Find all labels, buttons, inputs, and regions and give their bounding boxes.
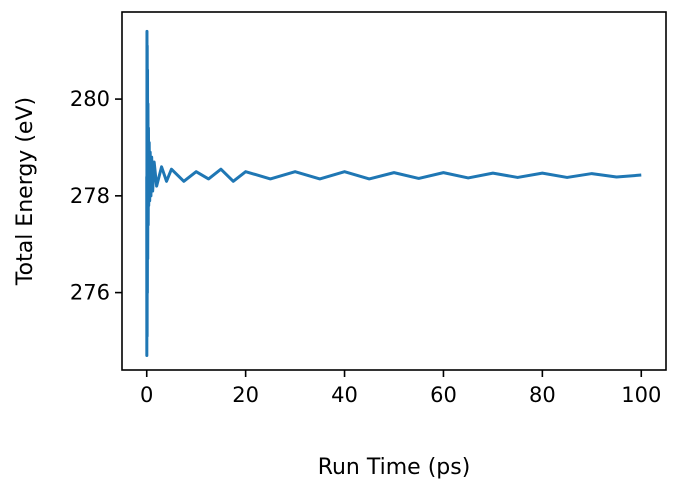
x-tick-label: 80 bbox=[529, 383, 556, 407]
y-tick-label: 280 bbox=[70, 87, 110, 111]
x-tick-label: 100 bbox=[621, 383, 661, 407]
y-axis-label: Total Energy (eV) bbox=[13, 97, 38, 286]
x-tick-label: 40 bbox=[331, 383, 358, 407]
series-layer bbox=[145, 29, 642, 357]
x-tick-label: 0 bbox=[140, 383, 153, 407]
x-tick-label: 60 bbox=[430, 383, 457, 407]
plot-frame bbox=[121, 11, 667, 371]
series-line-0 bbox=[145, 29, 642, 357]
y-ticks: 276 278 280 bbox=[70, 87, 122, 305]
y-tick-label: 276 bbox=[70, 281, 110, 305]
x-axis-label: Run Time (ps) bbox=[318, 455, 471, 480]
x-tick-label: 20 bbox=[232, 383, 259, 407]
plot-background bbox=[122, 12, 666, 370]
y-tick-label: 278 bbox=[70, 184, 110, 208]
x-ticks: 0 20 40 60 80 100 bbox=[140, 370, 661, 407]
